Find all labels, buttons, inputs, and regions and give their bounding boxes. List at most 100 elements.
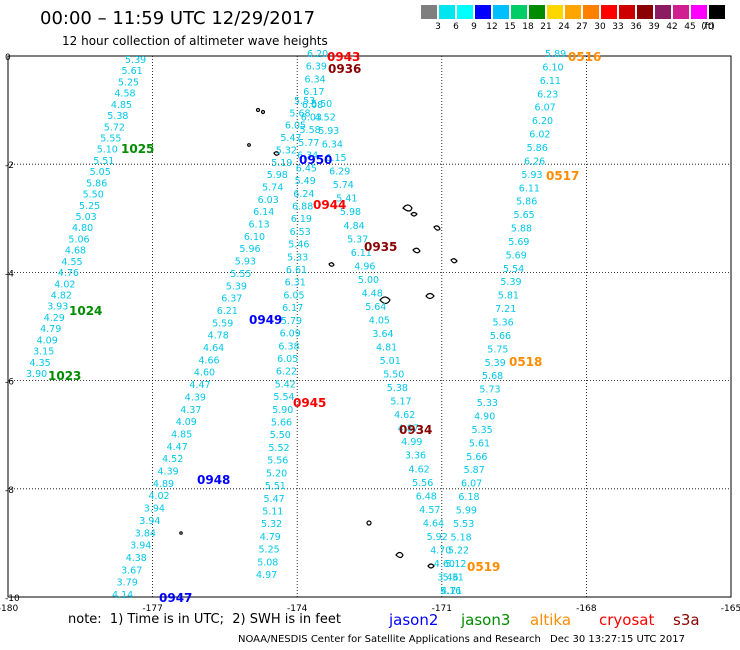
- pass-time-0516: 0516: [568, 50, 601, 64]
- scale-label: 12: [486, 22, 498, 32]
- swh-value: 6.88: [292, 202, 313, 213]
- swh-value: 4.99: [401, 437, 422, 448]
- swh-value: 5.38: [107, 111, 128, 122]
- swh-value: 4.96: [354, 261, 375, 272]
- swh-value: 5.61: [122, 66, 143, 77]
- swh-value: 5.50: [311, 99, 332, 110]
- legend-s3a: s3a: [673, 611, 700, 629]
- swh-value: 5.88: [511, 224, 532, 235]
- footer-note: note: 1) Time is in UTC; 2) SWH is in fe…: [68, 612, 341, 627]
- swh-value: 5.64: [365, 302, 386, 313]
- pass-time-0517: 0517: [546, 169, 579, 183]
- map-subtitle: 12 hour collection of altimeter wave hei…: [62, 34, 328, 48]
- scale-label: 24: [558, 22, 570, 32]
- scale-label: 30: [594, 22, 606, 32]
- swh-value: 5.59: [212, 318, 233, 329]
- scale-swatch: [493, 5, 509, 19]
- swh-value: 4.66: [198, 355, 219, 366]
- swh-value: 3.93: [47, 302, 68, 313]
- swh-value: 5.61: [469, 438, 490, 449]
- scale-swatch: [691, 5, 707, 19]
- swh-value: 4.79: [260, 532, 281, 543]
- y-tick-label: 0: [5, 53, 11, 63]
- swh-value: 5.69: [508, 237, 529, 248]
- swh-value: 4.35: [30, 358, 51, 369]
- swh-value: 4.29: [44, 313, 65, 324]
- swh-value: 6.05: [283, 290, 304, 301]
- swh-value: 5.47: [264, 494, 285, 505]
- swh-value: 6.05: [285, 121, 306, 132]
- scale-label: 45: [684, 22, 696, 32]
- swh-value: 5.98: [267, 170, 288, 181]
- scale-unit: (ft): [701, 22, 715, 32]
- swh-value: 6.11: [540, 76, 561, 87]
- swh-value: 5.37: [347, 234, 368, 245]
- swh-value: 4.47: [167, 442, 188, 453]
- map-grid: [8, 56, 731, 597]
- y-tick-label: -10: [5, 594, 20, 604]
- swh-value: 4.47: [189, 380, 210, 391]
- swh-value: 6.15: [325, 153, 346, 164]
- swh-value: 5.89: [545, 49, 566, 60]
- scale-label: 21: [540, 22, 552, 32]
- swh-value: 5.17: [390, 397, 411, 408]
- swh-value: 4.90: [474, 412, 495, 423]
- swh-value: 5.86: [516, 197, 537, 208]
- swh-value: 5.42: [275, 379, 296, 390]
- pass-time-1023: 1023: [48, 369, 81, 383]
- swh-value: 6.37: [221, 294, 242, 305]
- map-frame: [7, 55, 732, 598]
- swh-value: 5.69: [506, 250, 527, 261]
- pass-time-1025: 1025: [121, 142, 154, 156]
- scale-label: 3: [435, 22, 441, 32]
- swh-value: 5.50: [83, 190, 104, 201]
- swh-value: 3.64: [372, 329, 393, 340]
- pass-time-0947: 0947: [159, 591, 192, 605]
- swh-value: 5.39: [226, 281, 247, 292]
- swh-value: 4.76: [58, 268, 79, 279]
- swh-value: 5.33: [287, 252, 308, 263]
- swh-value: 4.71: [441, 586, 462, 597]
- swh-value: 5.08: [257, 557, 278, 568]
- swh-value: 5.53: [453, 519, 474, 530]
- swh-value: 5.12: [445, 559, 466, 570]
- swh-value: 4.60: [434, 559, 455, 570]
- swh-value: 5.86: [86, 178, 107, 189]
- swh-value: 5.68: [482, 371, 503, 382]
- swh-value: 5.74: [333, 180, 354, 191]
- pass-time-0945: 0945: [293, 396, 326, 410]
- swh-value: 5.25: [259, 545, 280, 556]
- swh-value: 6.34: [322, 140, 343, 151]
- swh-value: 5.25: [118, 77, 139, 88]
- scale-label: 42: [666, 22, 678, 32]
- swh-value: 6.29: [329, 167, 350, 178]
- swh-value: 5.52: [268, 443, 289, 454]
- swh-value: 4.57: [419, 505, 440, 516]
- pass-time-1024: 1024: [69, 304, 102, 318]
- swh-value: 3.67: [121, 565, 142, 576]
- swh-value: 6.23: [537, 89, 558, 100]
- swh-value: 4.85: [111, 100, 132, 111]
- swh-value: 6.19: [291, 214, 312, 225]
- swh-value: 4.78: [208, 331, 229, 342]
- swh-value: 6.11: [519, 183, 540, 194]
- legend-altika: altika: [530, 611, 572, 629]
- scale-swatch: [529, 5, 545, 19]
- pass-time-0519: 0519: [467, 560, 500, 574]
- swh-value: 6.10: [244, 232, 265, 243]
- swh-value: 5.54: [503, 264, 524, 275]
- swh-value: 5.50: [270, 430, 291, 441]
- swh-value: 5.55: [230, 269, 251, 280]
- scale-label: 33: [612, 22, 624, 32]
- swh-value: 6.07: [535, 103, 556, 114]
- swh-value: 5.05: [90, 167, 111, 178]
- swh-value: 5.96: [239, 244, 260, 255]
- swh-value: 5.35: [472, 425, 493, 436]
- x-tick-label: -171: [432, 604, 452, 614]
- swh-value: 5.46: [288, 240, 309, 251]
- credit-line: NOAA/NESDIS Center for Satellite Applica…: [238, 634, 541, 645]
- island-outlines: [179, 107, 458, 569]
- pass-time-0944: 0944: [313, 198, 346, 212]
- scale-label: 9: [471, 22, 477, 32]
- swh-value: 5.68: [289, 108, 310, 119]
